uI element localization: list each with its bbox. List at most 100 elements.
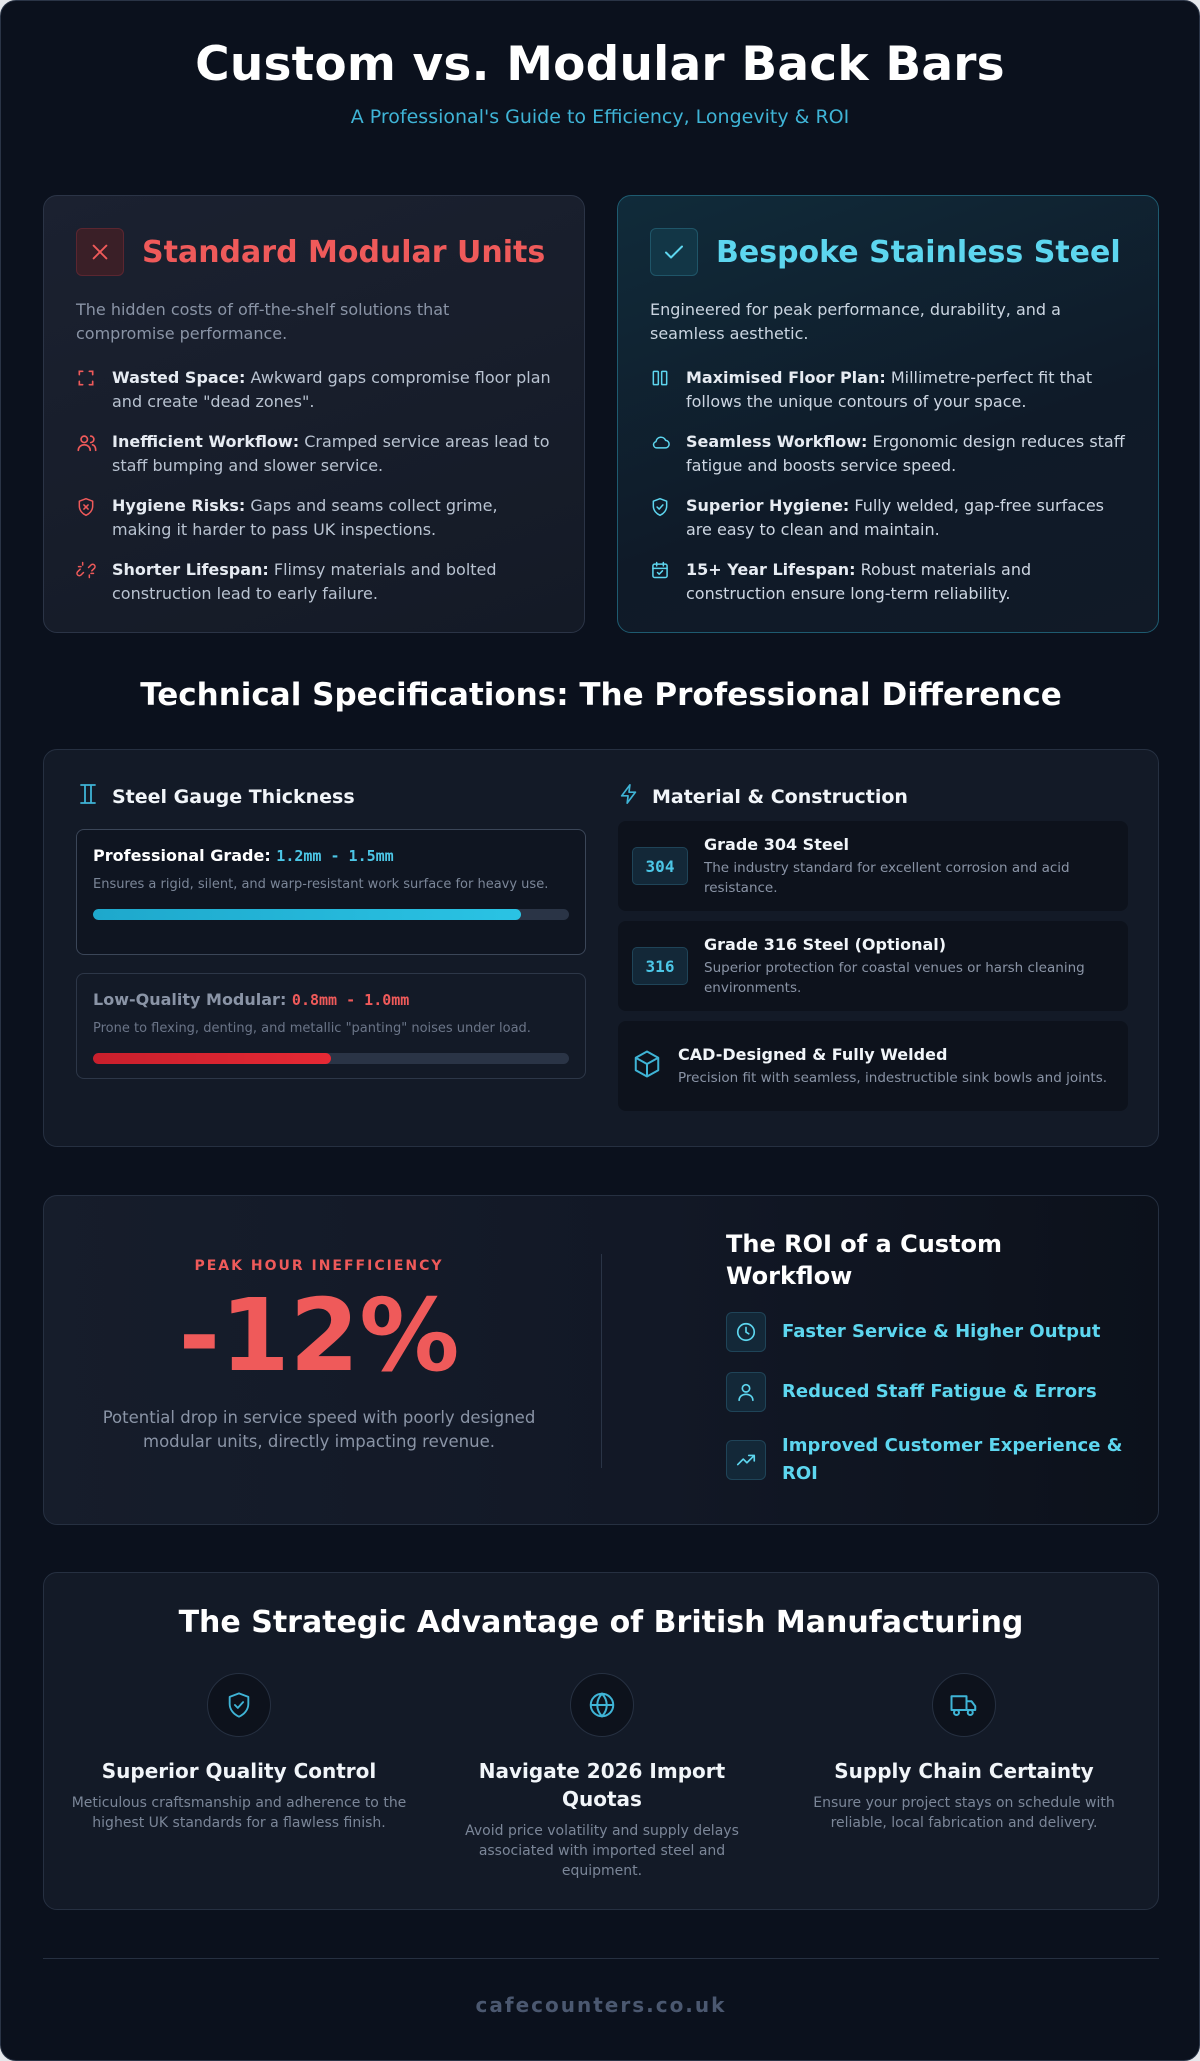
gauge-track [93, 909, 569, 920]
point-text: Cramped service areas lead to staff bump… [112, 432, 550, 475]
feature-card: Supply Chain Certainty Ensure your proje… [794, 1673, 1134, 1833]
truck-icon [932, 1673, 996, 1737]
point-label: Maximised Floor Plan: [686, 368, 886, 387]
low-quality-gauge-box: Low-Quality Modular: 0.8mm - 1.0mm Prone… [76, 973, 586, 1079]
thickness-icon [76, 782, 100, 811]
list-item: Superior Hygiene: Fully welded, gap-free… [650, 494, 1126, 542]
peak-value: -12% [178, 1277, 460, 1394]
point-text: Fully welded, gap-free surfaces are easy… [686, 496, 1104, 539]
material-title: Grade 316 Steel (Optional) [704, 934, 947, 954]
peak-stat: PEAK HOUR INEFFICIENCY -12% Potential dr… [84, 1258, 554, 1454]
shield-x-icon [76, 494, 98, 542]
gauge-label: Professional Grade: [93, 846, 271, 865]
material-description: Superior protection for coastal venues o… [704, 959, 1085, 996]
feature-title: Supply Chain Certainty [834, 1759, 1094, 1783]
feature-title: Navigate 2026 Import Quotas [478, 1759, 726, 1811]
list-item: Shorter Lifespan: Flimsy materials and b… [76, 558, 552, 606]
professional-gauge-box: Professional Grade: 1.2mm - 1.5mm Ensure… [76, 829, 586, 955]
grade-badge: 304 [632, 847, 688, 885]
modular-title: Standard Modular Units [142, 234, 546, 270]
broken-link-icon [76, 558, 98, 606]
tech-specs-panel: Steel Gauge Thickness Professional Grade… [43, 749, 1159, 1147]
shield-check-icon [207, 1673, 271, 1737]
point-label: 15+ Year Lifespan: [686, 560, 856, 579]
clock-icon [726, 1312, 766, 1352]
roi-item-text: Faster Service & Higher Output [782, 1321, 1101, 1342]
point-text: Flimsy materials and bolted construction… [112, 560, 497, 603]
users-icon [76, 430, 98, 478]
gauge-fill [93, 909, 522, 920]
material-item: 304 Grade 304 Steel The industry standar… [618, 821, 1128, 911]
page-subtitle: A Professional's Guide to Efficiency, Lo… [350, 106, 850, 128]
material-item: CAD-Designed & Fully Welded Precision fi… [618, 1021, 1128, 1111]
modular-description: The hidden costs of off-the-shelf soluti… [76, 300, 450, 343]
bespoke-title: Bespoke Stainless Steel [716, 234, 1121, 270]
point-label: Superior Hygiene: [686, 496, 850, 515]
feature-card: Superior Quality Control Meticulous craf… [69, 1673, 409, 1833]
cloud-icon [650, 430, 672, 478]
calendar-check-icon [650, 558, 672, 606]
material-title: Grade 304 Steel [704, 834, 850, 854]
gauge-description: Ensures a rigid, silent, and warp-resist… [93, 877, 549, 892]
material-description: Precision fit with seamless, indestructi… [678, 1069, 1108, 1086]
roi-item-text: Reduced Staff Fatigue & Errors [782, 1381, 1097, 1402]
bespoke-description: Engineered for peak performance, durabil… [650, 300, 1061, 343]
gauge-description: Prone to flexing, denting, and metallic … [93, 1021, 531, 1036]
dashed-frame-icon [76, 366, 98, 414]
feature-description: Meticulous craftsmanship and adherence t… [71, 1795, 407, 1831]
list-item: Improved Customer Experience & ROI [726, 1432, 1136, 1488]
point-label: Inefficient Workflow: [112, 432, 300, 451]
comparison-section: Standard Modular Units The hidden costs … [43, 195, 1159, 633]
lightning-icon [618, 782, 640, 811]
point-text: Robust materials and construction ensure… [686, 560, 1032, 603]
list-item: Inefficient Workflow: Cramped service ar… [76, 430, 552, 478]
header: Custom vs. Modular Back Bars A Professio… [1, 1, 1199, 128]
shield-check-icon [650, 494, 672, 542]
gauge-track [93, 1053, 569, 1064]
feature-title: Superior Quality Control [101, 1759, 377, 1783]
user-icon [726, 1372, 766, 1412]
material-heading: Material & Construction [652, 785, 908, 808]
list-item: Faster Service & Higher Output [726, 1312, 1136, 1352]
point-text: Awkward gaps compromise floor plan and c… [112, 368, 551, 411]
tech-section-title: Technical Specifications: The Profession… [140, 677, 1062, 713]
bespoke-card: Bespoke Stainless Steel Engineered for p… [617, 195, 1159, 633]
material-description: The industry standard for excellent corr… [704, 859, 1070, 896]
material-item: 316 Grade 316 Steel (Optional) Superior … [618, 921, 1128, 1011]
gauge-label: Low-Quality Modular: [93, 990, 287, 1009]
feature-description: Ensure your project stays on schedule wi… [813, 1795, 1115, 1831]
list-item: Wasted Space: Awkward gaps compromise fl… [76, 366, 552, 414]
roi-item-text: Improved Customer Experience & ROI [782, 1435, 1123, 1484]
gauge-heading: Steel Gauge Thickness [112, 785, 355, 808]
page-title: Custom vs. Modular Back Bars [195, 37, 1005, 92]
list-item: Maximised Floor Plan: Millimetre-perfect… [650, 366, 1126, 414]
british-manufacturing-panel: The Strategic Advantage of British Manuf… [43, 1572, 1159, 1910]
roi-title: The ROI of a Custom Workflow [726, 1230, 1003, 1290]
trending-up-icon [726, 1440, 766, 1480]
british-title: The Strategic Advantage of British Manuf… [178, 1605, 1024, 1640]
footer-site-link[interactable]: cafecounters.co.uk [475, 1993, 727, 2017]
point-text: Ergonomic design reduces staff fatigue a… [686, 432, 1125, 475]
list-item: Seamless Workflow: Ergonomic design redu… [650, 430, 1126, 478]
peak-description: Potential drop in service speed with poo… [102, 1408, 536, 1451]
check-icon [650, 228, 698, 276]
point-label: Wasted Space: [112, 368, 246, 387]
gauge-column: Steel Gauge Thickness Professional Grade… [76, 782, 586, 1079]
list-item: Reduced Staff Fatigue & Errors [726, 1372, 1136, 1412]
roi-list: The ROI of a Custom Workflow Faster Serv… [726, 1228, 1136, 1488]
x-icon [76, 228, 124, 276]
material-column: Material & Construction 304 Grade 304 St… [618, 782, 1128, 1111]
peak-label: PEAK HOUR INEFFICIENCY [194, 1258, 444, 1274]
list-item: Hygiene Risks: Gaps and seams collect gr… [76, 494, 552, 542]
point-label: Seamless Workflow: [686, 432, 868, 451]
columns-icon [650, 366, 672, 414]
list-item: 15+ Year Lifespan: Robust materials and … [650, 558, 1126, 606]
footer-divider [43, 1958, 1159, 1959]
modular-card: Standard Modular Units The hidden costs … [43, 195, 585, 633]
material-title: CAD-Designed & Fully Welded [678, 1044, 948, 1064]
globe-icon [570, 1673, 634, 1737]
gauge-fill [93, 1053, 331, 1064]
roi-panel: PEAK HOUR INEFFICIENCY -12% Potential dr… [43, 1195, 1159, 1525]
cube-icon [632, 1049, 662, 1083]
